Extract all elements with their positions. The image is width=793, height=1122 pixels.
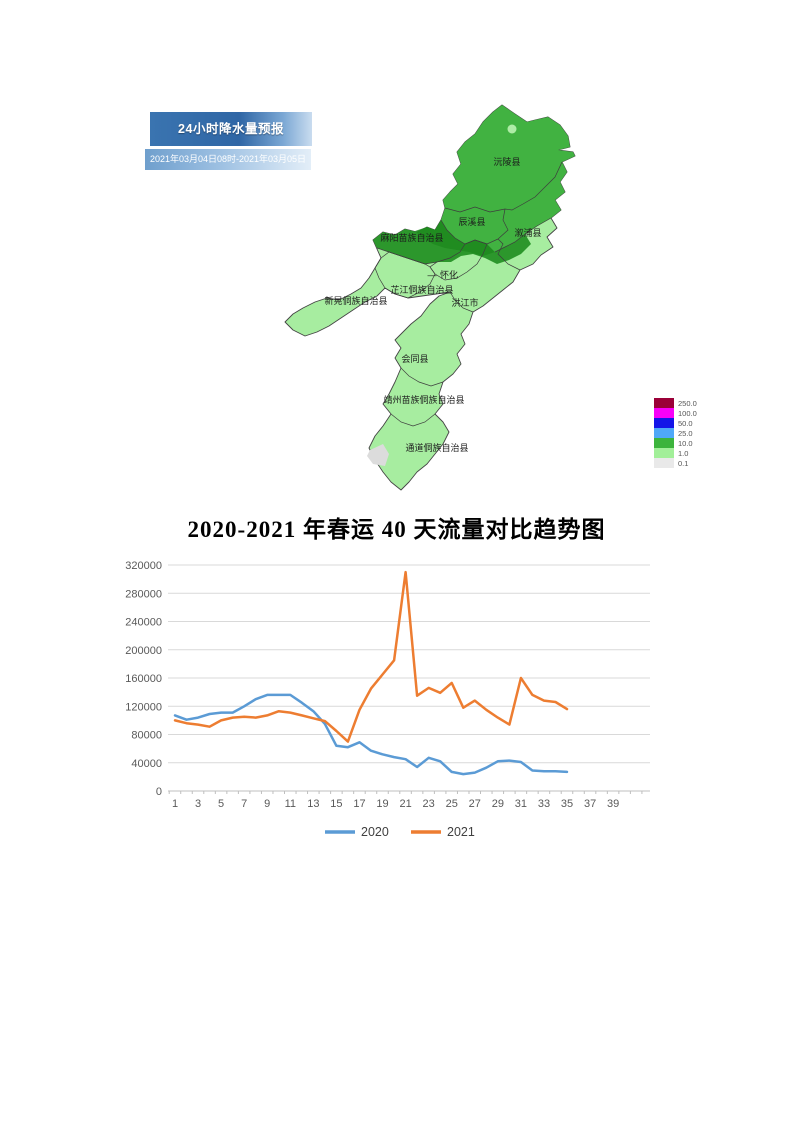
x-tick-label: 9 [264,798,270,810]
chart-legend-label-2021: 2021 [447,825,475,839]
boundary-jingzhou-south [390,413,436,427]
legend-swatch-100-icon [654,408,674,418]
legend-row: 50.0 [654,418,697,428]
x-tick-label: 17 [353,798,365,810]
boundary-xupu-west [497,238,521,271]
y-tick-label: 320000 [125,560,162,572]
legend-swatch-250-icon [654,398,674,408]
x-tick-label: 37 [584,798,596,810]
map-label-mayang: 麻阳苗族自治县 [380,232,443,243]
map-label-hongjiang: 洪江市 [451,297,478,308]
map-label-xinhuang: 新晃侗族自治县 [324,295,387,306]
legend-row: 10.0 [654,438,697,448]
legend-row: 25.0 [654,428,697,438]
x-tick-label: 7 [241,798,247,810]
x-tick-label: 13 [307,798,319,810]
map-label-zhijiang: 芷江侗族自治县 [390,284,453,295]
legend-value: 0.1 [678,458,689,468]
legend-swatch-25-icon [654,428,674,438]
map-label-jingzhou: 靖州苗族侗族自治县 [383,394,464,405]
y-tick-label: 200000 [125,645,162,657]
precipitation-legend: 250.0 100.0 50.0 25.0 10.0 1.0 0.1 [654,398,697,468]
map-label-chenxi: 辰溪县 [458,216,485,227]
map-light-spot [507,124,517,134]
x-tick-label: 11 [285,798,296,810]
legend-value: 1.0 [678,448,689,458]
x-tick-label: 21 [399,798,411,810]
x-tick-label: 39 [607,798,619,810]
boundary-xupu-south [494,217,552,253]
map-date-range: 2021年03月04日08时-2021年03月05日08时 [149,154,307,185]
y-tick-label: 160000 [125,673,162,685]
boundary-yuanling-south [444,161,563,213]
map-label-tongdao: 通道侗族自治县 [405,442,468,453]
traffic-trend-chart: 0 40000 80000 120000 160000 200000 240000 28000… [125,560,650,839]
map-label-huaihua-dash: — [428,270,437,280]
x-tick-label: 3 [195,798,201,810]
map-label-yuanling: 沅陵县 [493,156,520,167]
legend-swatch-1-icon [654,448,674,458]
map-label-huaihua: 怀化 [440,269,458,280]
legend-swatch-50-icon [654,418,674,428]
boundary-huitong-south [400,367,444,387]
y-tick-label: 80000 [131,730,162,742]
legend-value: 250.0 [678,398,697,408]
x-tick-label: 23 [423,798,435,810]
y-tick-label: 120000 [125,701,162,713]
x-tick-label: 15 [330,798,342,810]
series-line-2020 [173,693,569,776]
x-tick-label: 31 [515,798,527,810]
legend-value: 100.0 [678,408,697,418]
legend-row: 250.0 [654,398,697,408]
legend-swatch-10-icon [654,438,674,448]
map-region-no-rain-patch [367,444,389,466]
y-tick-label: 280000 [125,588,162,600]
boundary-chenxi-east [497,208,509,240]
x-tick-label: 1 [172,798,178,810]
x-tick-label: 29 [492,798,504,810]
x-tick-label: 35 [561,798,573,810]
x-tick-label: 27 [469,798,481,810]
legend-swatch-01-icon [654,458,674,468]
series-line-2021 [173,570,569,743]
map-title: 24小时降水量预报 [178,122,284,136]
map-label-xupu: 溆浦县 [514,227,541,238]
legend-row: 100.0 [654,408,697,418]
map-label-huitong: 会同县 [401,353,428,364]
legend-value: 10.0 [678,438,693,448]
map-title-bar: 24小时降水量预报 [150,112,312,146]
precipitation-map: 沅陵县 辰溪县 溆浦县 麻阳苗族自治县 — 怀化 芷江侗族自治县 新晃侗族自治县… [284,104,576,491]
y-tick-label: 0 [156,786,162,798]
boundary-huaihua [429,239,488,281]
boundary-mayang-south [376,247,438,265]
x-tick-label: 19 [376,798,388,810]
chart-title: 2020-2021 年春运 40 天流量对比趋势图 [187,517,606,542]
y-tick-label: 40000 [131,758,162,770]
x-tick-label: 25 [446,798,458,810]
boundary-hongjiang-south [449,291,474,313]
legend-value: 25.0 [678,428,693,438]
x-tick-label: 5 [218,798,224,810]
legend-value: 50.0 [678,418,693,428]
legend-row: 0.1 [654,458,697,468]
map-date-bar: 2021年03月04日08时-2021年03月05日08时 [145,149,311,185]
x-tick-label: 33 [538,798,550,810]
chart-legend-label-2020: 2020 [361,825,389,839]
map-region-medium-rain [441,105,575,252]
legend-row: 1.0 [654,448,697,458]
y-tick-label: 240000 [125,617,162,629]
